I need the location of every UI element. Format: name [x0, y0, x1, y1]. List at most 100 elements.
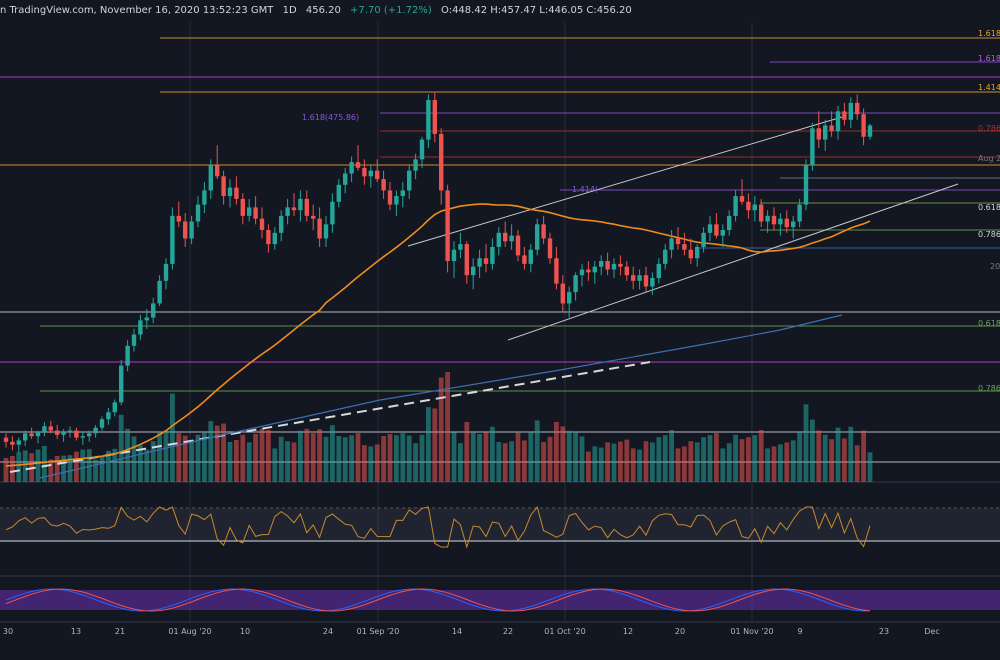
volume-bar: [650, 442, 655, 482]
volume-bar: [566, 430, 572, 482]
volume-bar: [822, 434, 828, 482]
volume-bar: [861, 430, 866, 482]
x-tick-label: 01 Aug '20: [168, 627, 211, 636]
volume-bar: [752, 435, 758, 482]
candle-body: [663, 249, 668, 264]
candle: [227, 179, 233, 208]
candle-body: [803, 165, 809, 205]
candle: [80, 431, 85, 445]
candle-body: [656, 263, 661, 279]
candle-body: [419, 139, 425, 160]
candle: [93, 424, 98, 438]
candle-body: [234, 187, 239, 199]
candle: [48, 420, 53, 434]
candle: [605, 252, 610, 276]
candle: [240, 193, 245, 225]
volume-bar: [451, 432, 457, 482]
volume-bar: [522, 440, 527, 482]
volume-bar: [682, 446, 687, 482]
volume-bar: [291, 442, 297, 482]
volume-bar: [400, 433, 406, 482]
volume-bar: [688, 441, 694, 482]
candle-body: [215, 165, 220, 177]
volume-bar: [93, 459, 98, 482]
volume-bar: [106, 450, 111, 482]
volume-bar: [445, 372, 450, 482]
candle: [291, 193, 297, 216]
candle: [125, 340, 130, 372]
candle: [266, 224, 271, 253]
volume-bar: [726, 443, 732, 482]
candle: [87, 430, 92, 442]
candle: [285, 198, 290, 225]
candle-body: [842, 111, 847, 120]
volume-bar: [355, 433, 361, 482]
x-tick-label: 9: [797, 627, 802, 636]
candle-body: [535, 224, 540, 250]
candle-body: [80, 436, 85, 438]
volume-bar: [662, 435, 668, 482]
volume-bar: [227, 442, 233, 482]
candle-body: [496, 232, 501, 247]
candle: [733, 190, 738, 222]
volume-bar: [656, 437, 662, 482]
volume-bar: [278, 436, 284, 482]
candle: [535, 218, 540, 256]
candle-body: [247, 207, 252, 216]
volume-bar: [413, 443, 418, 482]
volume-bar: [131, 436, 137, 482]
candle-body: [106, 412, 111, 420]
candle-body: [720, 229, 725, 236]
candle-body: [829, 125, 834, 132]
volume-bar: [470, 432, 476, 482]
volume-bar: [598, 447, 604, 482]
candle: [816, 111, 821, 149]
candle-body: [183, 221, 188, 239]
candle: [330, 193, 335, 233]
candle: [35, 430, 41, 444]
candle-body: [458, 244, 463, 250]
volume-bar: [259, 428, 265, 482]
candle-body: [266, 229, 271, 245]
volume-bar: [829, 439, 834, 482]
candle-body: [682, 244, 687, 250]
volume-bar: [586, 451, 591, 482]
candle-body: [125, 345, 130, 366]
candle-body: [592, 266, 597, 273]
candle: [400, 181, 405, 208]
candle: [746, 193, 751, 219]
volume-bar: [362, 445, 367, 482]
x-tick-label: 23: [879, 627, 889, 636]
candle: [362, 159, 367, 185]
fib-level-label: 0.786(: [978, 124, 1000, 133]
candle-body: [624, 266, 629, 276]
volume-bar: [67, 455, 73, 482]
volume-bar: [854, 445, 860, 482]
candle-body: [413, 159, 418, 171]
fib-level-labels: 1.618(5 1.618(5 1.414(1.618(475.86) 0.786(A…: [302, 29, 1000, 393]
volume-bar: [573, 432, 578, 482]
x-tick-label: 24: [323, 627, 333, 636]
candle-body: [343, 173, 348, 185]
candle: [16, 437, 21, 454]
candle-body: [3, 437, 9, 442]
candle: [503, 221, 508, 247]
volume-bar: [16, 452, 22, 482]
candle: [247, 198, 252, 222]
candle: [842, 102, 847, 126]
volume-bar: [182, 435, 188, 482]
candle: [3, 433, 9, 448]
candle: [829, 111, 834, 137]
volume-bar: [669, 430, 674, 482]
candle-body: [119, 365, 124, 403]
candle: [138, 314, 143, 341]
candle: [765, 210, 770, 233]
volume-bar: [336, 436, 342, 482]
volume-bar: [61, 455, 66, 482]
volume-bar: [624, 439, 630, 482]
candle-body: [727, 215, 732, 230]
x-tick-label: 22: [503, 627, 513, 636]
volume-bar: [554, 422, 559, 482]
volume-bar: [528, 432, 534, 482]
